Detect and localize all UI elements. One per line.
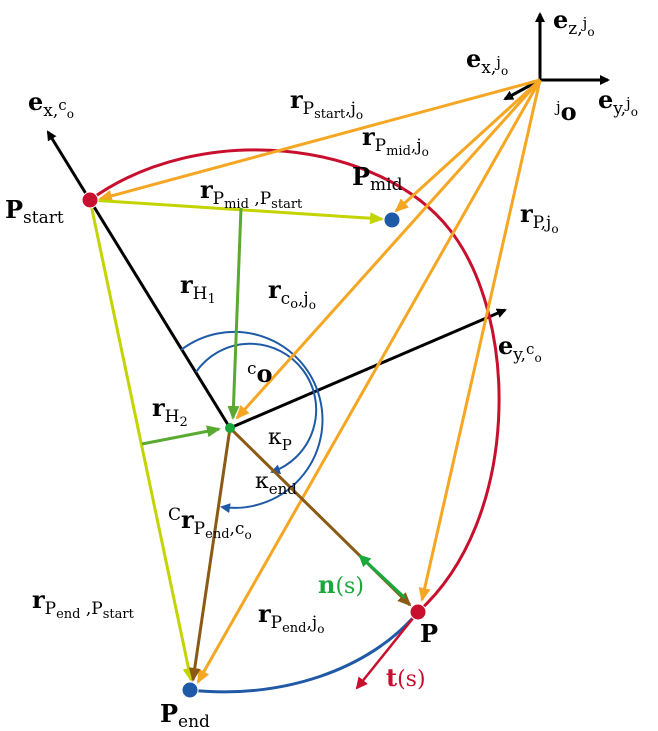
ex-co-axis	[46, 130, 232, 429]
r-pmid-jo-vector	[394, 78, 542, 213]
label-ex-co: ex,co	[28, 87, 74, 121]
point-pend	[181, 681, 199, 699]
angle-arcs	[180, 330, 324, 514]
label-p-start: Pstart	[5, 195, 64, 228]
label-ez-jo: ez,jo	[553, 5, 595, 39]
label-cr-pend-co: CrPend,co	[168, 505, 252, 542]
normal-vector	[358, 554, 407, 600]
label-r-pmid-pstart: rPmid ,Pstart	[200, 175, 303, 212]
label-r-h1: rH1	[180, 270, 216, 307]
label-r-pend-jo: rPend,jo	[258, 599, 324, 636]
label-n-s: n(s)	[318, 570, 364, 599]
label-ey-jo: ey,jo	[598, 85, 638, 119]
jo-frame	[503, 12, 610, 101]
orange-vectors	[98, 78, 542, 684]
label-p: P	[420, 619, 438, 648]
label-p-end: Pend	[160, 699, 210, 731]
ey-co-axis	[229, 308, 507, 430]
label-r-co-jo: rco,jo	[268, 275, 316, 312]
label-jo: jo	[554, 97, 577, 126]
label-co: co	[247, 359, 273, 388]
r-p-jo-vector	[418, 79, 542, 602]
point-pmid	[383, 211, 401, 229]
r-pend-jo-vector	[196, 79, 542, 684]
blue-arc-segment	[189, 611, 420, 694]
r-pstart-jo-vector	[98, 78, 541, 202]
label-kappa-p: κP	[268, 425, 292, 454]
label-ex-jo: ex,jo	[466, 44, 508, 78]
r-pend-pstart-vector	[88, 199, 195, 682]
r-co-jo-vector	[235, 78, 542, 420]
point-p	[409, 603, 427, 621]
label-p-mid: Pmid	[352, 162, 403, 195]
label-r-pend-pstart: rPend ,Pstart	[32, 585, 135, 622]
tangent-vector	[355, 611, 419, 690]
ex-jo-axis	[503, 78, 541, 101]
label-r-pstart-jo: rPstart,jo	[290, 85, 363, 122]
label-r-p-jo: rP,jo	[520, 199, 559, 236]
red-circular-arc	[89, 148, 501, 614]
label-t-s: t(s)	[386, 663, 426, 692]
r-h2-vector	[141, 425, 221, 446]
label-kappa-end: κend	[255, 469, 297, 498]
r-pmid-pstart-vector	[89, 198, 384, 225]
cr-pend-co-vector	[188, 427, 232, 682]
label-ey-co: ey,co	[498, 331, 542, 365]
kappa-end-arc	[180, 330, 324, 514]
label-r-pmid-jo: rPmid,jo	[362, 122, 429, 159]
label-r-h2: rH2	[152, 393, 188, 430]
point-pstart	[81, 191, 99, 209]
point-co	[225, 423, 235, 433]
kappa-p-arc	[195, 342, 318, 475]
co-frame	[46, 130, 507, 430]
r-h1-vector	[227, 207, 243, 420]
